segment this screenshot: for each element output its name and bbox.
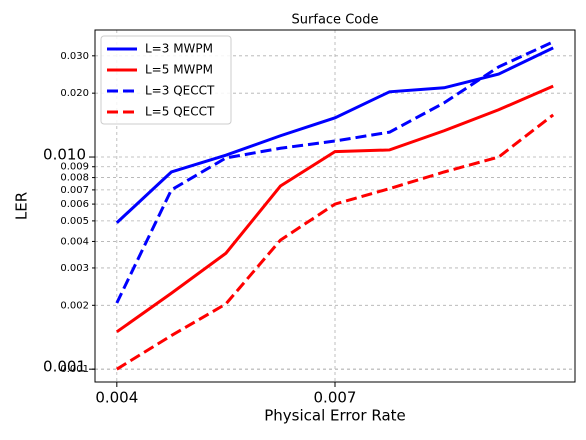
legend-label: L=3 QECCT bbox=[145, 84, 215, 98]
x-axis-label: Physical Error Rate bbox=[264, 407, 406, 425]
y-tick-label: 0.006 bbox=[60, 199, 89, 210]
y-tick-label: 0.004 bbox=[60, 236, 89, 247]
chart-title: Surface Code bbox=[292, 13, 379, 28]
series-line bbox=[115, 46, 554, 224]
series-line bbox=[115, 84, 554, 334]
y-tick-label: 0.003 bbox=[60, 263, 89, 274]
y-tick-label: 0.002 bbox=[60, 300, 89, 311]
y-tick-label: 0.007 bbox=[60, 185, 89, 196]
y-tick-label: 0.008 bbox=[60, 173, 89, 184]
x-tick-label: 0.007 bbox=[314, 389, 357, 407]
y-tick-label: 0.010 bbox=[43, 146, 86, 164]
series-line bbox=[116, 113, 555, 371]
y-tick-label: 0.001 bbox=[43, 358, 86, 376]
y-tick-label: 0.009 bbox=[60, 162, 89, 173]
y-tick-label: 0.020 bbox=[60, 88, 89, 99]
x-tick-label: 0.004 bbox=[95, 389, 138, 407]
legend-box bbox=[100, 35, 232, 125]
legend: L=3 MWPM L=5 MWPM L=3 QECCT L=5 QECCT bbox=[100, 35, 232, 125]
series-line bbox=[115, 40, 554, 304]
y-tick-label: 0.001 bbox=[60, 364, 89, 375]
y-tick-label: 0.030 bbox=[60, 51, 89, 62]
y-tick-label: 0.005 bbox=[60, 216, 89, 227]
legend-label: L=5 MWPM bbox=[145, 63, 213, 77]
legend-label: L=3 MWPM bbox=[145, 42, 213, 56]
legend-label: L=5 QECCT bbox=[145, 105, 215, 119]
y-axis-label: LER bbox=[13, 192, 31, 220]
plot-frame bbox=[94, 29, 576, 383]
